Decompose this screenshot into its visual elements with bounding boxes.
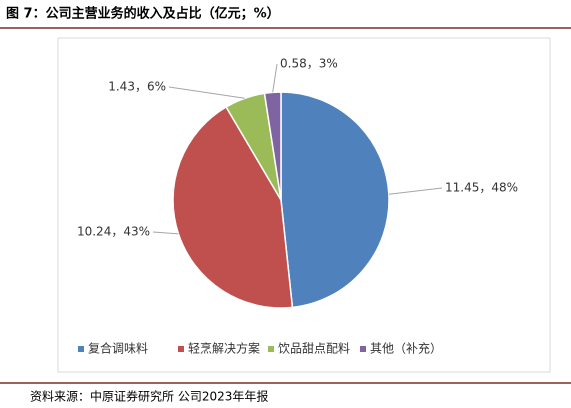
legend-label: 饮品甜点配料 <box>278 342 350 356</box>
data-label: 10.24，43% <box>77 225 150 239</box>
plot-frame <box>57 37 551 373</box>
source-note: 资料来源：中原证券研究所 公司2023年年报 <box>30 389 268 404</box>
legend-swatch <box>178 346 184 352</box>
leader-line <box>168 86 245 99</box>
data-label: 11.45，48% <box>445 181 518 195</box>
pie-slice <box>280 91 390 309</box>
leader-line <box>152 231 179 235</box>
legend-swatch <box>268 346 274 352</box>
legend-label: 复合调味料 <box>88 341 148 356</box>
data-label: 1.43，6% <box>108 80 166 94</box>
leader-line <box>388 187 443 195</box>
data-label: 0.58，3% <box>280 57 338 71</box>
legend-label: 轻烹解决方案 <box>188 341 260 356</box>
pie-slice <box>263 91 282 201</box>
chart-title: 图 7：公司主营业务的收入及占比（亿元；%） <box>6 6 280 22</box>
legend-swatch <box>360 346 366 352</box>
leader-line <box>272 63 278 93</box>
legend-label: 其他（补充） <box>370 341 442 356</box>
legend-swatch <box>78 346 84 352</box>
